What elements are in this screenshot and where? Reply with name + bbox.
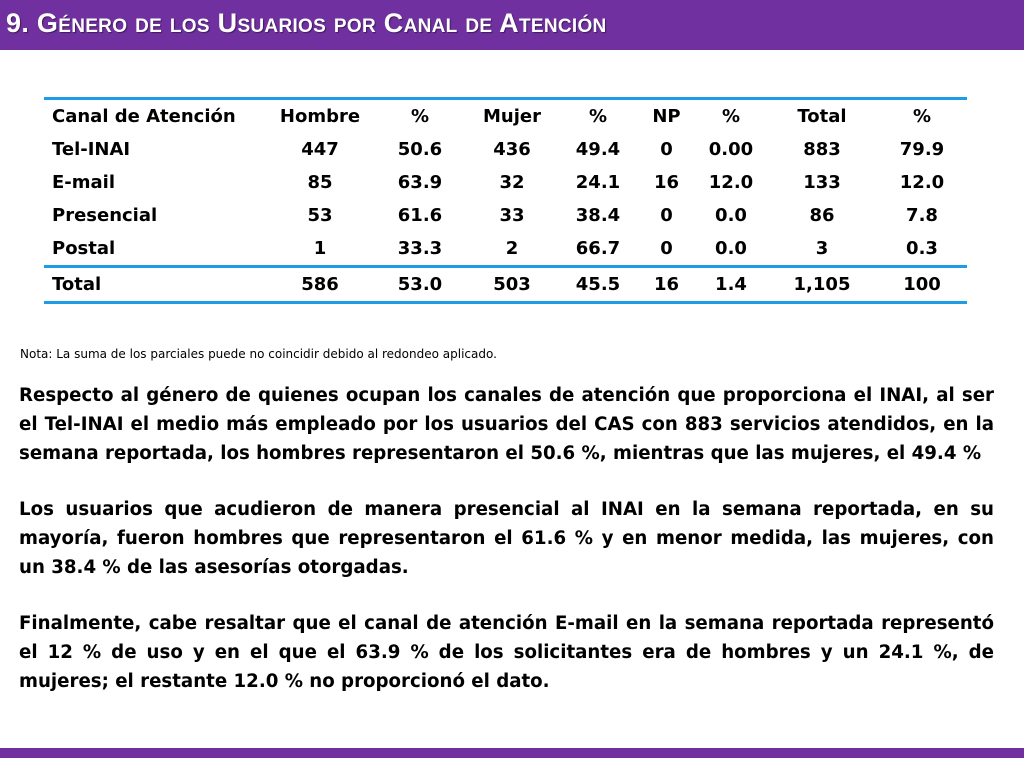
- body-text: Respecto al género de quienes ocupan los…: [19, 381, 994, 723]
- table-cell: 63.9: [397, 172, 443, 193]
- table-cell: 24.1: [575, 172, 621, 193]
- table-cell: 53: [307, 205, 333, 226]
- table-cell: Tel-INAI: [52, 139, 131, 160]
- table-row: Postal 1 33.3 2 66.7 0 0.0 3 0.3: [44, 232, 967, 267]
- footer-bar: [0, 748, 1024, 758]
- column-header: Hombre: [279, 106, 361, 127]
- table-cell: 0.0: [715, 205, 747, 226]
- column-header: %: [588, 106, 608, 127]
- table-cell: Total: [52, 274, 102, 295]
- table-cell: 447: [301, 139, 339, 160]
- table-cell: 33: [499, 205, 525, 226]
- table-cell: 133: [803, 172, 841, 193]
- table-cell: 503: [493, 274, 531, 295]
- data-table: Canal de Atención Hombre % Mujer % NP % …: [44, 97, 967, 304]
- table-cell: 3: [815, 238, 829, 259]
- column-header: %: [721, 106, 741, 127]
- table-cell: 7.8: [906, 205, 938, 226]
- column-header: Total: [797, 106, 847, 127]
- table-cell: 50.6: [397, 139, 443, 160]
- slide-title: 9. Género de los Usuarios por Canal de A…: [6, 8, 607, 38]
- table-row: E-mail 85 63.9 32 24.1 16 12.0 133 12.0: [44, 166, 967, 199]
- table-cell: 79.9: [899, 139, 945, 160]
- table-cell: 0: [660, 238, 673, 259]
- table-cell: 86: [809, 205, 835, 226]
- table-cell: 32: [499, 172, 525, 193]
- table-cell: 49.4: [575, 139, 621, 160]
- column-header: Canal de Atención: [52, 106, 236, 127]
- column-header: NP: [652, 106, 681, 127]
- table-cell: 16: [653, 172, 680, 193]
- table-cell: 85: [307, 172, 333, 193]
- table-cell: 0.0: [715, 238, 747, 259]
- table-cell: 53.0: [397, 274, 443, 295]
- table-total-row: Total 586 53.0 503 45.5 16 1.4 1,105 100: [44, 266, 967, 303]
- table-cell: 0.00: [708, 139, 754, 160]
- table-cell: 1.4: [715, 274, 747, 295]
- table-cell: Postal: [52, 238, 116, 259]
- table-row: Tel-INAI 447 50.6 436 49.4 0 0.00 883 79…: [44, 133, 967, 166]
- gender-by-channel-table: Canal de Atención Hombre % Mujer % NP % …: [44, 97, 967, 304]
- table-cell: 1,105: [793, 274, 851, 295]
- table-cell: 100: [903, 274, 941, 295]
- table-cell: 66.7: [575, 238, 621, 259]
- column-header: %: [410, 106, 430, 127]
- table-cell: Presencial: [52, 205, 158, 226]
- table-note: Nota: La suma de los parciales puede no …: [20, 347, 497, 361]
- table-cell: 1: [313, 238, 327, 259]
- table-cell: 45.5: [575, 274, 621, 295]
- table-row: Presencial 53 61.6 33 38.4 0 0.0 86 7.8: [44, 199, 967, 232]
- table-cell: 0.3: [906, 238, 938, 259]
- table-cell: 2: [505, 238, 519, 259]
- table-cell: 61.6: [397, 205, 443, 226]
- paragraph: Finalmente, cabe resaltar que el canal d…: [19, 613, 994, 692]
- paragraph: Respecto al género de quienes ocupan los…: [19, 385, 994, 464]
- table-cell: 12.0: [708, 172, 754, 193]
- table-cell: 0: [660, 205, 673, 226]
- table-cell: 586: [301, 274, 339, 295]
- table-cell: 0: [660, 139, 673, 160]
- column-header: %: [912, 106, 932, 127]
- table-header-row: Canal de Atención Hombre % Mujer % NP % …: [44, 98, 967, 134]
- table-cell: 12.0: [899, 172, 945, 193]
- table-cell: 16: [653, 274, 680, 295]
- table-cell: 883: [803, 139, 841, 160]
- table-cell: E-mail: [52, 172, 116, 193]
- column-header: Mujer: [483, 106, 541, 127]
- table-cell: 33.3: [397, 238, 443, 259]
- paragraph: Los usuarios que acudieron de manera pre…: [19, 499, 994, 578]
- table-cell: 436: [493, 139, 531, 160]
- title-bar: 9. Género de los Usuarios por Canal de A…: [0, 0, 1024, 50]
- table-cell: 38.4: [575, 205, 621, 226]
